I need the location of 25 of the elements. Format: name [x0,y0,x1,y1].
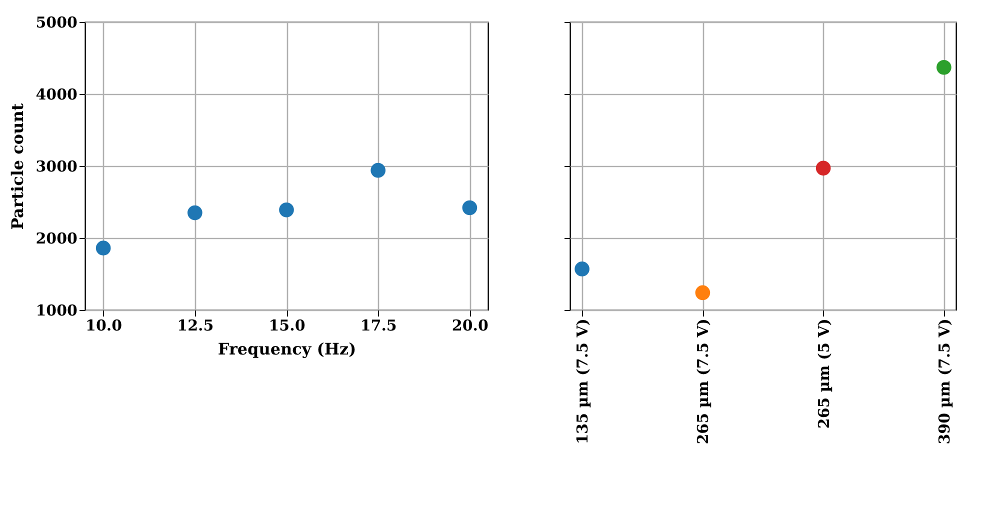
y-axis-title: Particle count [8,102,27,230]
x-tick-label: 265 µm (5 V) [814,318,833,429]
x-tick-label: 135 µm (7.5 V) [574,318,592,444]
y-tick-label: 1000 [36,302,78,320]
x-tick-label: 390 µm (7.5 V) [935,318,954,444]
y-tick-label: 5000 [36,14,78,32]
x-tick-label: 12.5 [177,316,214,334]
y-tick-label: 4000 [36,86,78,104]
x-tick-label: 265 µm (7.5 V) [694,318,712,444]
point [936,60,952,75]
point [816,160,831,176]
y-tick-label: 2000 [36,230,78,248]
point [574,262,590,276]
y-tick-label: 3000 [36,158,78,176]
point [279,202,294,218]
point [462,200,478,216]
x-tick-label: 15.0 [268,316,306,334]
point [695,285,710,300]
x-axis-title: Frequency (Hz) [218,340,356,358]
point [96,240,111,256]
x-tick-label: 17.5 [360,316,397,334]
x-tick-label: 20.0 [452,316,488,334]
x-tick-label: 10.0 [86,316,122,334]
point [187,205,202,220]
point [370,162,386,178]
